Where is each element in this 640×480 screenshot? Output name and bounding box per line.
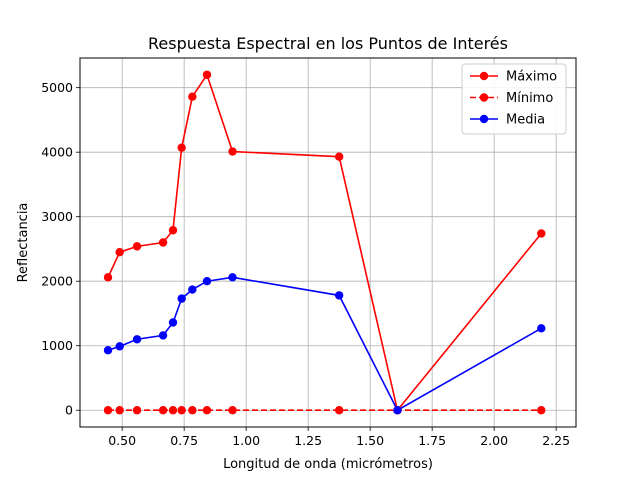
data-point-0 — [202, 70, 212, 79]
data-point-0 — [132, 242, 142, 251]
data-point-1 — [228, 406, 237, 415]
data-point-0 — [334, 152, 344, 161]
data-point-2 — [115, 342, 124, 351]
data-point-0 — [188, 92, 197, 101]
series-line-2 — [107, 276, 542, 412]
ticks: 0.50 0.75 1.00 1.25 1.50 1.75 2.00 2.25 0 1000 200… — [41, 80, 570, 448]
data-point-2 — [103, 346, 113, 355]
data-point-1 — [177, 406, 186, 415]
legend-label: Mínimo — [506, 91, 553, 106]
legend: Máximo Mínimo Media — [461, 63, 567, 135]
data-point-1 — [537, 406, 546, 415]
data-point-2 — [158, 331, 168, 340]
data-point-1 — [168, 406, 178, 415]
x-tick-label: 2.00 — [480, 433, 508, 448]
data-point-2 — [228, 273, 237, 282]
x-axis-label: Longitud de onda (micrómetros) — [223, 457, 433, 472]
plot-frame — [79, 57, 577, 428]
legend-box — [461, 63, 567, 135]
y-tick-label: 4000 — [41, 145, 73, 160]
data-point-1 — [188, 406, 197, 415]
legend-label: Media — [506, 113, 545, 128]
series-layer — [103, 70, 546, 415]
data-point-0 — [228, 147, 237, 156]
x-tick-label: 0.50 — [108, 433, 136, 448]
legend-marker — [479, 93, 489, 102]
data-point-2 — [537, 324, 546, 333]
y-tick-label: 5000 — [41, 80, 73, 95]
data-point-0 — [115, 247, 124, 257]
data-point-2 — [393, 406, 402, 415]
x-tick-label: 1.00 — [232, 433, 260, 448]
data-point-0 — [158, 238, 168, 247]
data-point-1 — [132, 406, 142, 415]
data-point-1 — [115, 406, 124, 415]
data-point-1 — [334, 406, 344, 415]
y-tick-label: 1000 — [41, 338, 73, 353]
data-point-2 — [334, 291, 344, 300]
legend-marker — [479, 71, 489, 81]
data-point-0 — [168, 226, 178, 235]
x-tick-label: 1.75 — [418, 433, 446, 448]
data-point-2 — [202, 277, 212, 286]
data-point-2 — [177, 294, 186, 303]
y-tick-label: 0 — [65, 403, 73, 418]
data-point-0 — [537, 229, 546, 238]
legend-label: Máximo — [506, 70, 557, 85]
y-tick-label: 2000 — [41, 274, 73, 289]
data-point-2 — [132, 335, 142, 344]
x-tick-label: 2.25 — [542, 433, 570, 448]
data-point-1 — [202, 406, 212, 415]
data-point-2 — [168, 318, 178, 327]
data-point-1 — [158, 406, 168, 415]
chart-title: Respuesta Espectral en los Puntos de Int… — [148, 34, 508, 53]
legend-marker — [479, 114, 489, 124]
x-tick-label: 0.75 — [170, 433, 198, 448]
x-tick-label: 1.50 — [356, 433, 384, 448]
data-point-0 — [177, 143, 186, 152]
data-point-1 — [103, 406, 113, 415]
data-point-0 — [103, 273, 113, 282]
y-tick-label: 3000 — [41, 209, 73, 224]
y-axis-label: Reflectancia — [16, 203, 31, 283]
data-point-2 — [188, 285, 197, 294]
x-tick-label: 1.25 — [294, 433, 322, 448]
